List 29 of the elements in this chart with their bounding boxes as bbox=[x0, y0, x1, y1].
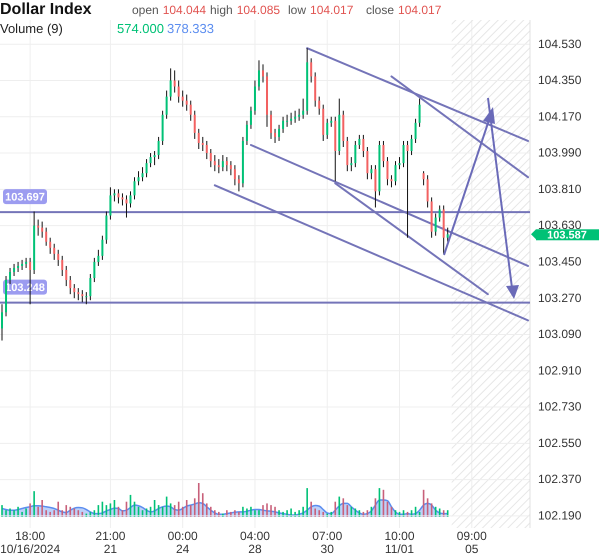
y-tick-label: 103.990 bbox=[538, 146, 582, 160]
y-tick-label: 102.190 bbox=[538, 508, 582, 523]
x-tick-label: 00:00 24 bbox=[168, 529, 198, 556]
annotation: 378.333 bbox=[167, 21, 214, 36]
y-tick-label: 103.810 bbox=[538, 182, 582, 196]
y-tick-label: 102.370 bbox=[538, 472, 582, 486]
y-tick-label: 102.730 bbox=[538, 400, 582, 414]
x-tick-label: 10:00 11/01 bbox=[384, 529, 415, 556]
y-tick-label: 102.910 bbox=[538, 363, 582, 378]
x-tick-label: 09:00 05 bbox=[456, 529, 488, 556]
chart-title: Dollar Index bbox=[0, 1, 92, 18]
y-tick-label: 104.530 bbox=[538, 36, 582, 51]
text: open 104.044 bbox=[132, 3, 206, 17]
y-tick-label: 102.550 bbox=[538, 436, 582, 450]
y-tick-label: 103.270 bbox=[538, 290, 582, 305]
x-tick-label: 04:00 28 bbox=[240, 529, 270, 556]
y-tick-label: 103.450 bbox=[538, 254, 582, 269]
ref-line-label: 103.697 bbox=[5, 192, 45, 204]
y-tick-label: 104.350 bbox=[538, 73, 582, 88]
text: close 104.017 bbox=[366, 3, 442, 17]
y-tick-label: 104.170 bbox=[538, 109, 582, 124]
x-tick-label: 18:00 10/16/2024 bbox=[0, 529, 60, 556]
x-tick-label: 07:00 30 bbox=[312, 529, 343, 556]
x-tick-label: 21:00 21 bbox=[95, 529, 126, 556]
text: low 104.017 bbox=[288, 3, 354, 17]
chart-title: Volume (9) bbox=[0, 21, 63, 36]
y-tick-label: 103.090 bbox=[538, 327, 582, 342]
annotation: 574.000 bbox=[117, 21, 164, 36]
text: high 104.085 bbox=[210, 3, 280, 17]
